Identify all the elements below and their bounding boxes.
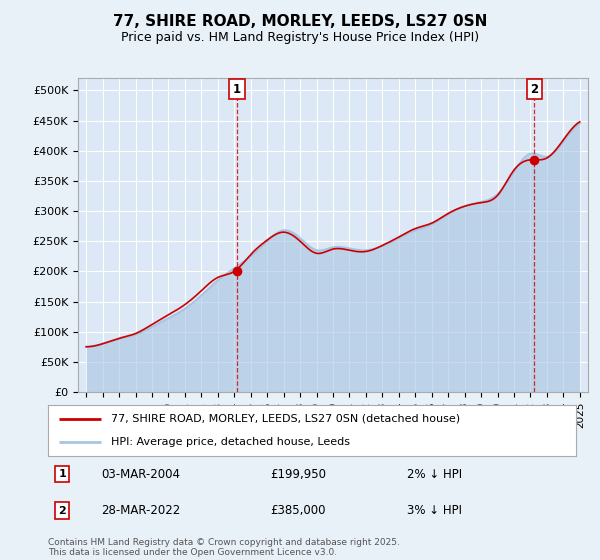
Text: 77, SHIRE ROAD, MORLEY, LEEDS, LS27 0SN (detached house): 77, SHIRE ROAD, MORLEY, LEEDS, LS27 0SN … xyxy=(112,414,460,424)
Text: 77, SHIRE ROAD, MORLEY, LEEDS, LS27 0SN: 77, SHIRE ROAD, MORLEY, LEEDS, LS27 0SN xyxy=(113,14,487,29)
Text: 28-MAR-2022: 28-MAR-2022 xyxy=(101,504,180,517)
Text: £199,950: £199,950 xyxy=(270,468,326,481)
Text: 2: 2 xyxy=(530,83,538,96)
Text: Contains HM Land Registry data © Crown copyright and database right 2025.
This d: Contains HM Land Registry data © Crown c… xyxy=(48,538,400,557)
Text: £385,000: £385,000 xyxy=(270,504,325,517)
Text: Price paid vs. HM Land Registry's House Price Index (HPI): Price paid vs. HM Land Registry's House … xyxy=(121,31,479,44)
Text: 1: 1 xyxy=(59,469,67,479)
Text: 2% ↓ HPI: 2% ↓ HPI xyxy=(407,468,462,481)
Text: 3% ↓ HPI: 3% ↓ HPI xyxy=(407,504,462,517)
Text: HPI: Average price, detached house, Leeds: HPI: Average price, detached house, Leed… xyxy=(112,437,350,447)
Text: 2: 2 xyxy=(59,506,67,516)
Text: 03-MAR-2004: 03-MAR-2004 xyxy=(101,468,180,481)
Text: 1: 1 xyxy=(233,83,241,96)
